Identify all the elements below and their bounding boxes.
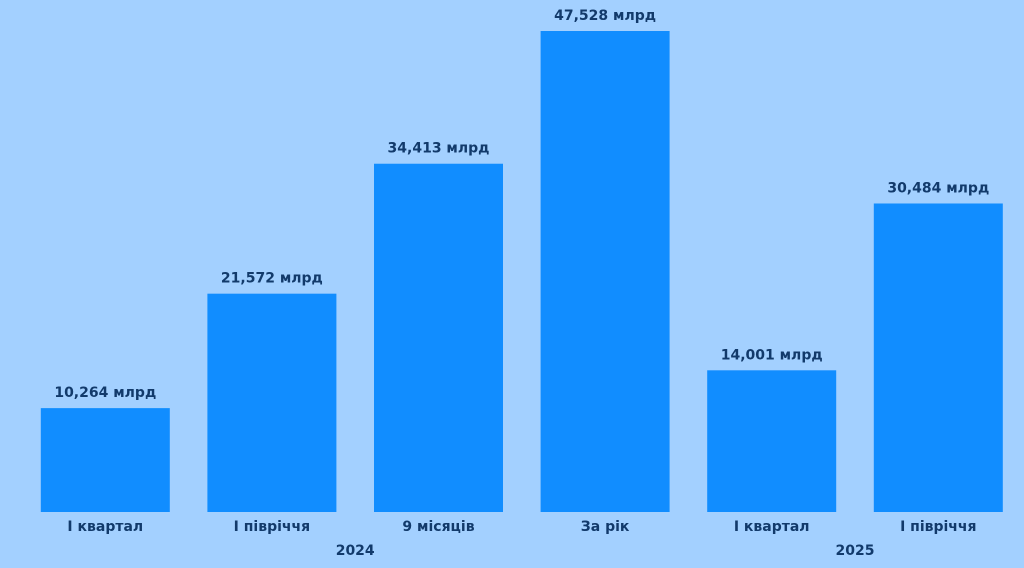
x-tick-label: 9 місяців — [402, 519, 474, 535]
x-tick-label: І квартал — [67, 519, 143, 535]
data-label: 14,001 млрд — [721, 347, 823, 363]
x-tick-label: І квартал — [734, 519, 810, 535]
bar — [207, 293, 337, 512]
bar — [873, 203, 1003, 512]
data-label: 10,264 млрд — [54, 385, 156, 401]
group-label: 2024 — [336, 543, 375, 559]
x-tick-label: За рік — [581, 519, 630, 535]
data-label: 34,413 млрд — [388, 141, 490, 157]
x-tick-label: І півріччя — [900, 519, 976, 535]
bar — [540, 31, 670, 512]
bar — [374, 163, 503, 512]
data-label: 30,484 млрд — [887, 180, 989, 196]
x-tick-label: І півріччя — [234, 519, 310, 535]
bar — [707, 370, 837, 512]
group-label: 2025 — [836, 543, 875, 559]
data-label: 21,572 млрд — [221, 271, 323, 287]
bar — [40, 408, 170, 512]
data-label: 47,528 млрд — [554, 8, 656, 24]
